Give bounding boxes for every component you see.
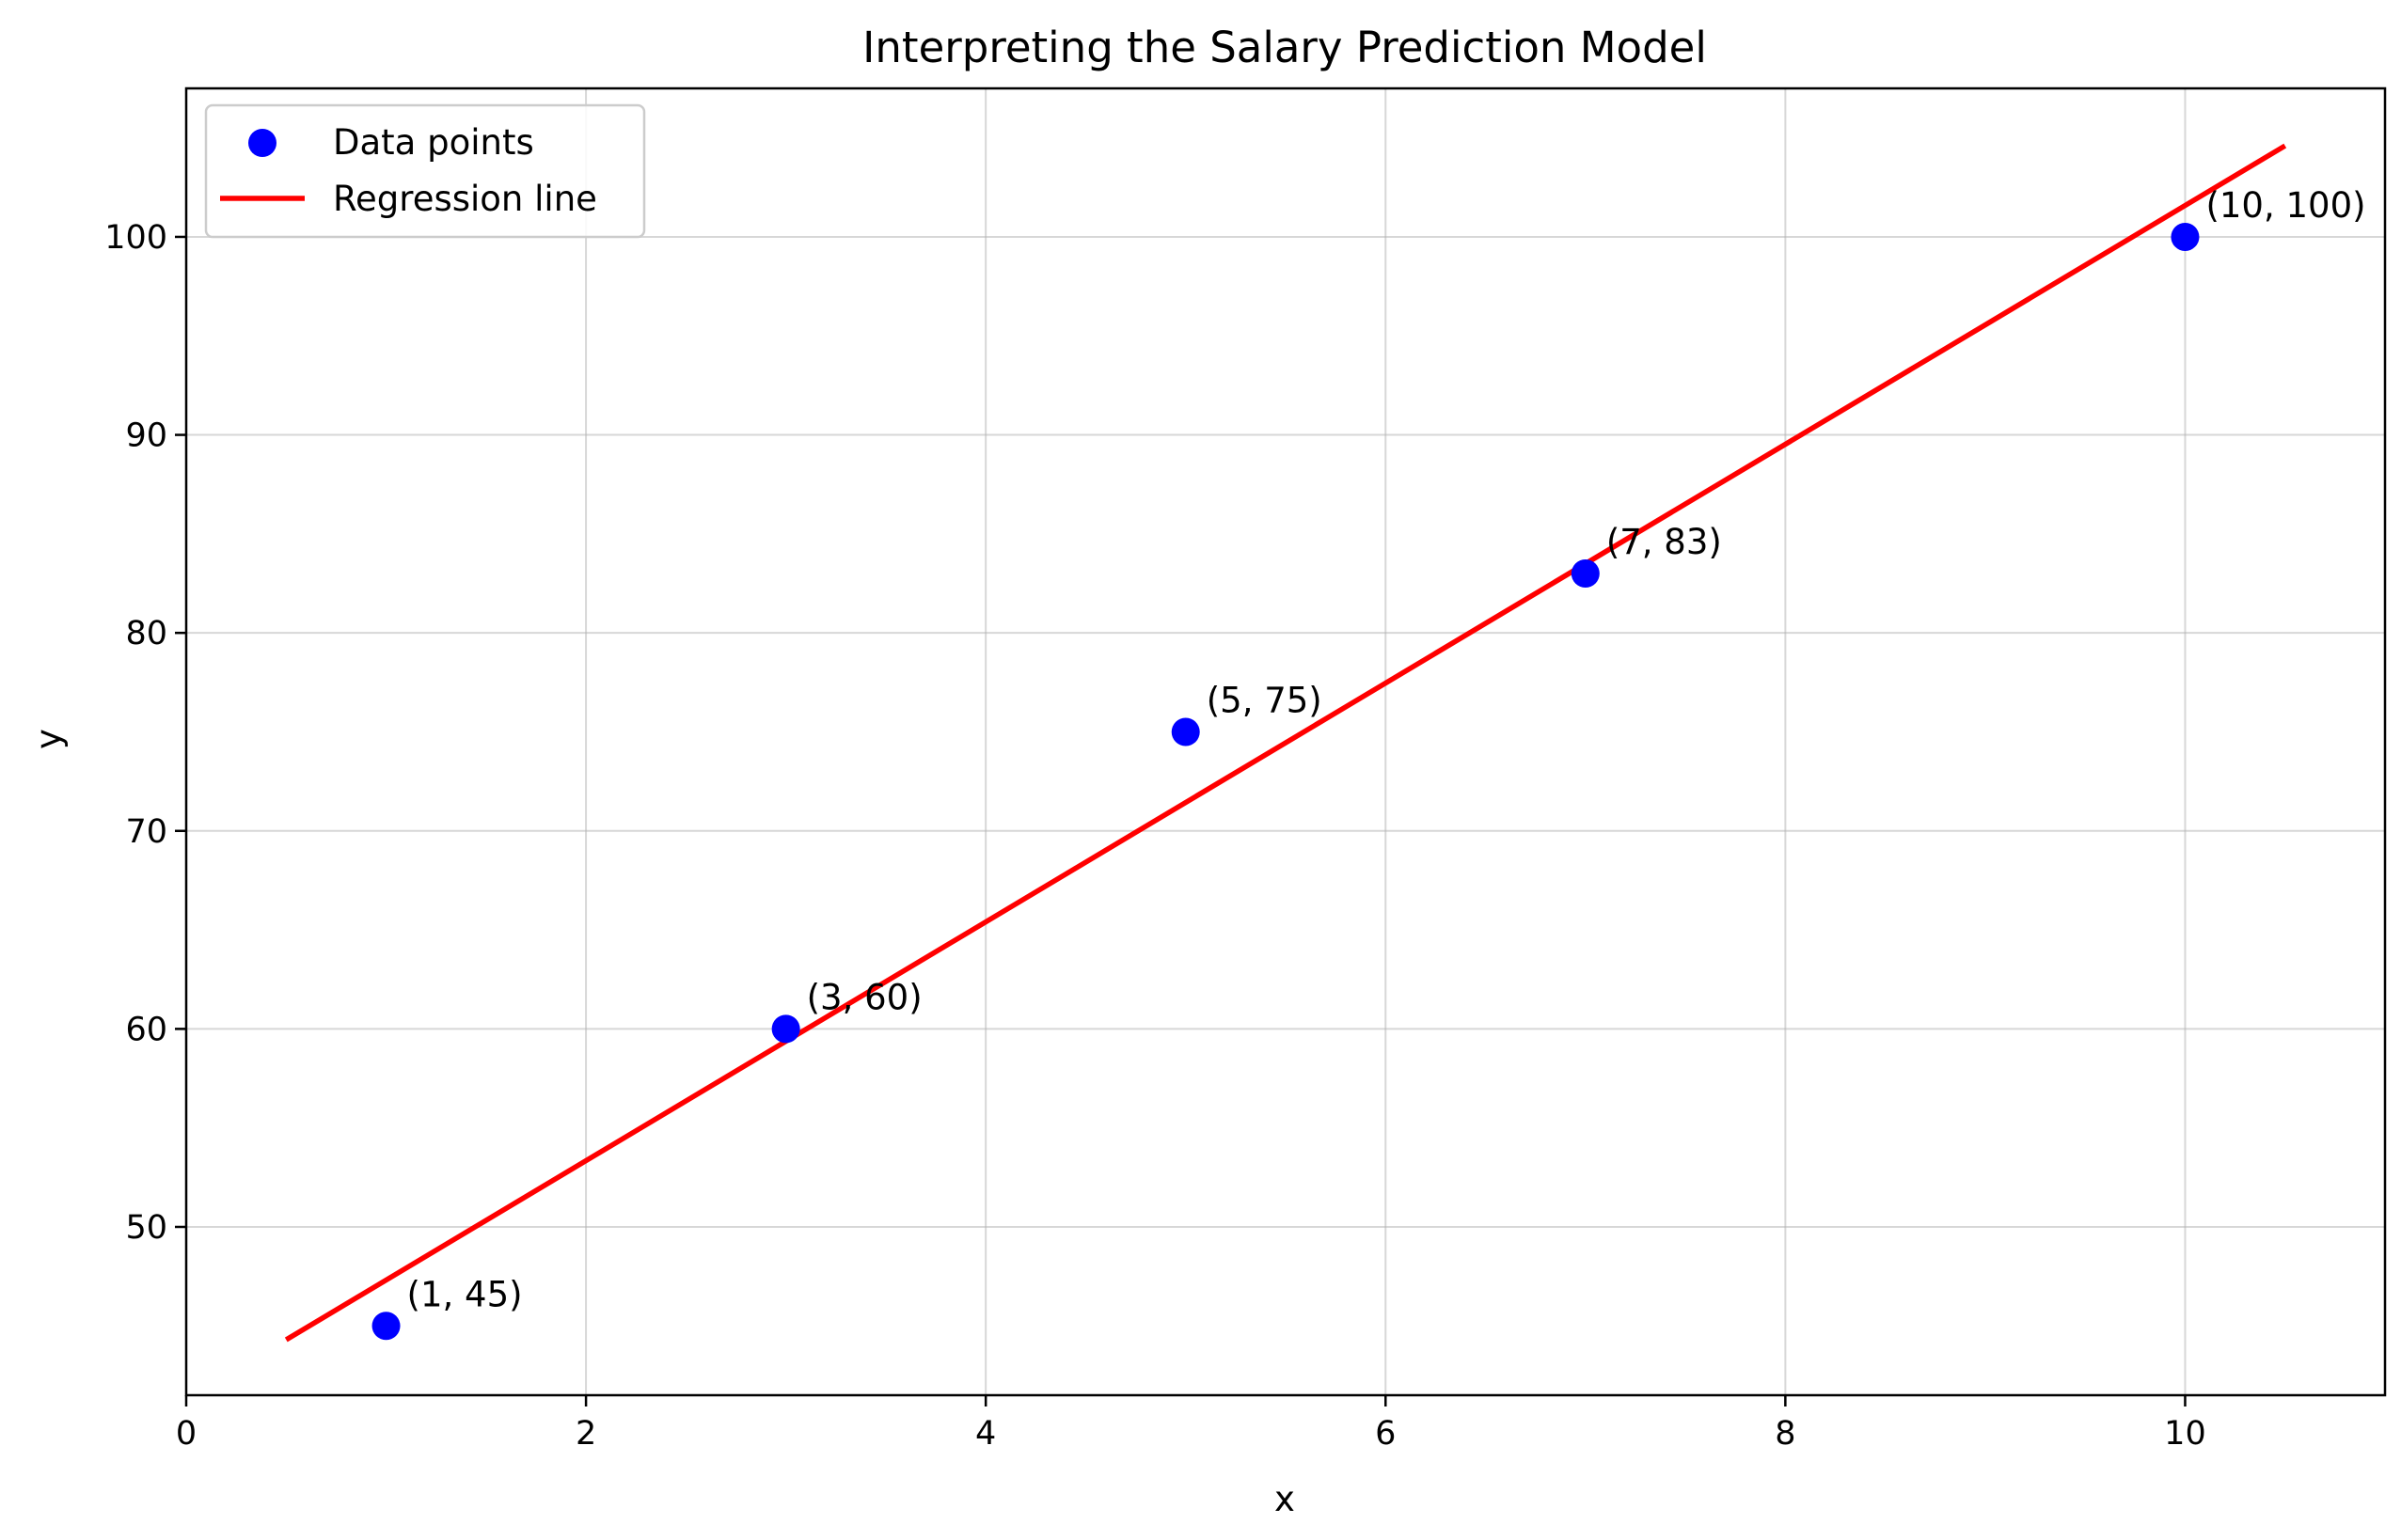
legend-label-regression-line: Regression line xyxy=(333,179,597,219)
legend: Data points Regression line xyxy=(204,103,646,239)
x-tick-label: 2 xyxy=(576,1415,596,1453)
axis-ticks: 0 2 4 6 8 10 50 60 70 80 90 100 xyxy=(104,219,2206,1453)
y-tick-label: 50 xyxy=(125,1209,167,1247)
point-annotation: (3, 60) xyxy=(807,977,923,1017)
data-point xyxy=(2171,222,2200,251)
data-point xyxy=(771,1014,800,1044)
point-annotation: (7, 83) xyxy=(1606,522,1722,562)
regression-line-layer xyxy=(284,143,2287,1343)
grid xyxy=(185,88,2385,1395)
regression-line xyxy=(284,143,2287,1343)
x-axis-label: x xyxy=(1274,1479,1295,1519)
legend-label-data-points: Data points xyxy=(333,122,534,163)
x-tick-label: 6 xyxy=(1375,1415,1396,1453)
x-tick-label: 8 xyxy=(1775,1415,1795,1453)
point-annotations: (1, 45) (3, 60) (5, 75) (7, 83) (10, 100) xyxy=(407,185,2366,1314)
y-tick-label: 100 xyxy=(104,219,167,257)
chart-title: Interpreting the Salary Prediction Model xyxy=(862,23,1707,72)
y-tick-label: 60 xyxy=(125,1011,167,1048)
data-point xyxy=(371,1312,401,1341)
y-axis-label: y xyxy=(28,729,69,749)
x-tick-label: 0 xyxy=(176,1415,197,1453)
plot-frame xyxy=(184,86,2387,1397)
y-tick-label: 80 xyxy=(125,615,167,652)
point-annotation: (5, 75) xyxy=(1207,680,1322,720)
point-annotation: (1, 45) xyxy=(407,1274,523,1314)
data-points-layer xyxy=(371,222,2200,1341)
x-tick-label: 4 xyxy=(975,1415,996,1453)
point-annotation: (10, 100) xyxy=(2205,185,2365,226)
data-point xyxy=(1171,717,1200,746)
x-tick-label: 10 xyxy=(2164,1415,2206,1453)
data-point xyxy=(1571,558,1600,588)
y-tick-label: 90 xyxy=(125,417,167,455)
legend-box xyxy=(204,103,646,239)
y-tick-label: 70 xyxy=(125,813,167,851)
legend-marker-data-points xyxy=(248,129,276,157)
